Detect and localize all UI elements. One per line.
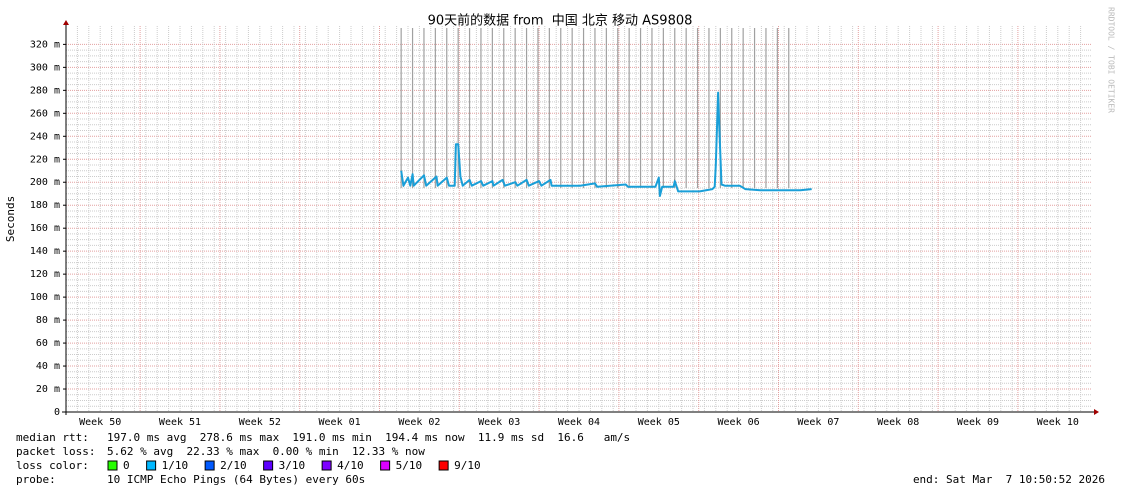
x-tick-label: Week 04 — [558, 417, 600, 428]
y-tick-label: 80 m — [36, 315, 60, 326]
rtt-label: median rtt: — [16, 431, 89, 444]
x-tick-label: Week 03 — [478, 417, 520, 428]
loss-swatch — [107, 460, 118, 471]
y-tick-label: 140 m — [30, 246, 60, 257]
watermark: RRDTOOL / TOBI OETIKER — [1107, 7, 1116, 113]
x-tick-label: Week 07 — [797, 417, 839, 428]
loss-swatch — [321, 460, 332, 471]
loss-swatch — [263, 460, 274, 471]
y-tick-label: 300 m — [30, 62, 60, 73]
median-line — [400, 91, 812, 197]
probe-label: probe: — [16, 473, 56, 486]
loss-color-label: 3/10 — [279, 459, 306, 472]
loss-color-label: 9/10 — [454, 459, 481, 472]
loss-color-label: 0 — [123, 459, 130, 472]
loss-color-label: 2/10 — [220, 459, 247, 472]
x-tick-label: Week 10 — [1037, 417, 1079, 428]
x-tick-label: Week 51 — [159, 417, 201, 428]
probe: 10 ICMP Echo Pings (64 Bytes) every 60s — [107, 473, 365, 486]
color-label: loss color: — [16, 459, 89, 472]
loss-swatch — [204, 460, 215, 471]
x-tick-label: Week 08 — [877, 417, 919, 428]
y-tick-label: 120 m — [30, 269, 60, 280]
y-tick-label: 220 m — [30, 154, 60, 165]
loss-label: packet loss: — [16, 445, 95, 458]
y-tick-label: 60 m — [36, 338, 60, 349]
loss-color-label: 4/10 — [337, 459, 364, 472]
loss-color-label: 5/10 — [396, 459, 423, 472]
x-tick-label: Week 50 — [79, 417, 121, 428]
loss-stats: 5.62 % avg 22.33 % max 0.00 % min 12.33 … — [107, 445, 425, 458]
x-tick-label: Week 06 — [718, 417, 760, 428]
y-tick-label: 20 m — [36, 384, 60, 395]
loss-swatch — [146, 460, 157, 471]
loss-swatch — [438, 460, 449, 471]
end-time: end: Sat Mar 7 10:50:52 2026 — [913, 473, 1105, 486]
loss-color-label: 1/10 — [162, 459, 189, 472]
rtt-stats: 197.0 ms avg 278.6 ms max 191.0 ms min 1… — [107, 431, 630, 444]
x-tick-label: Week 05 — [638, 417, 680, 428]
loss-swatch — [380, 460, 391, 471]
chart-title: 90天前的数据 from 中国 北京 移动 AS9808 — [428, 13, 693, 29]
y-tick-label: 240 m — [30, 131, 60, 142]
y-axis-arrow — [63, 20, 69, 25]
y-tick-label: 260 m — [30, 108, 60, 119]
y-axis-label: Seconds — [4, 196, 17, 242]
y-tick-label: 0 — [54, 407, 60, 418]
x-tick-label: Week 09 — [957, 417, 999, 428]
x-axis-arrow — [1094, 409, 1099, 415]
y-tick-label: 40 m — [36, 361, 60, 372]
y-tick-label: 280 m — [30, 85, 60, 96]
y-tick-label: 200 m — [30, 177, 60, 188]
x-tick-label: Week 52 — [239, 417, 281, 428]
y-tick-label: 180 m — [30, 200, 60, 211]
y-tick-label: 320 m — [30, 39, 60, 50]
x-tick-label: Week 02 — [398, 417, 440, 428]
x-tick-label: Week 01 — [319, 417, 361, 428]
y-tick-label: 100 m — [30, 292, 60, 303]
y-tick-label: 160 m — [30, 223, 60, 234]
